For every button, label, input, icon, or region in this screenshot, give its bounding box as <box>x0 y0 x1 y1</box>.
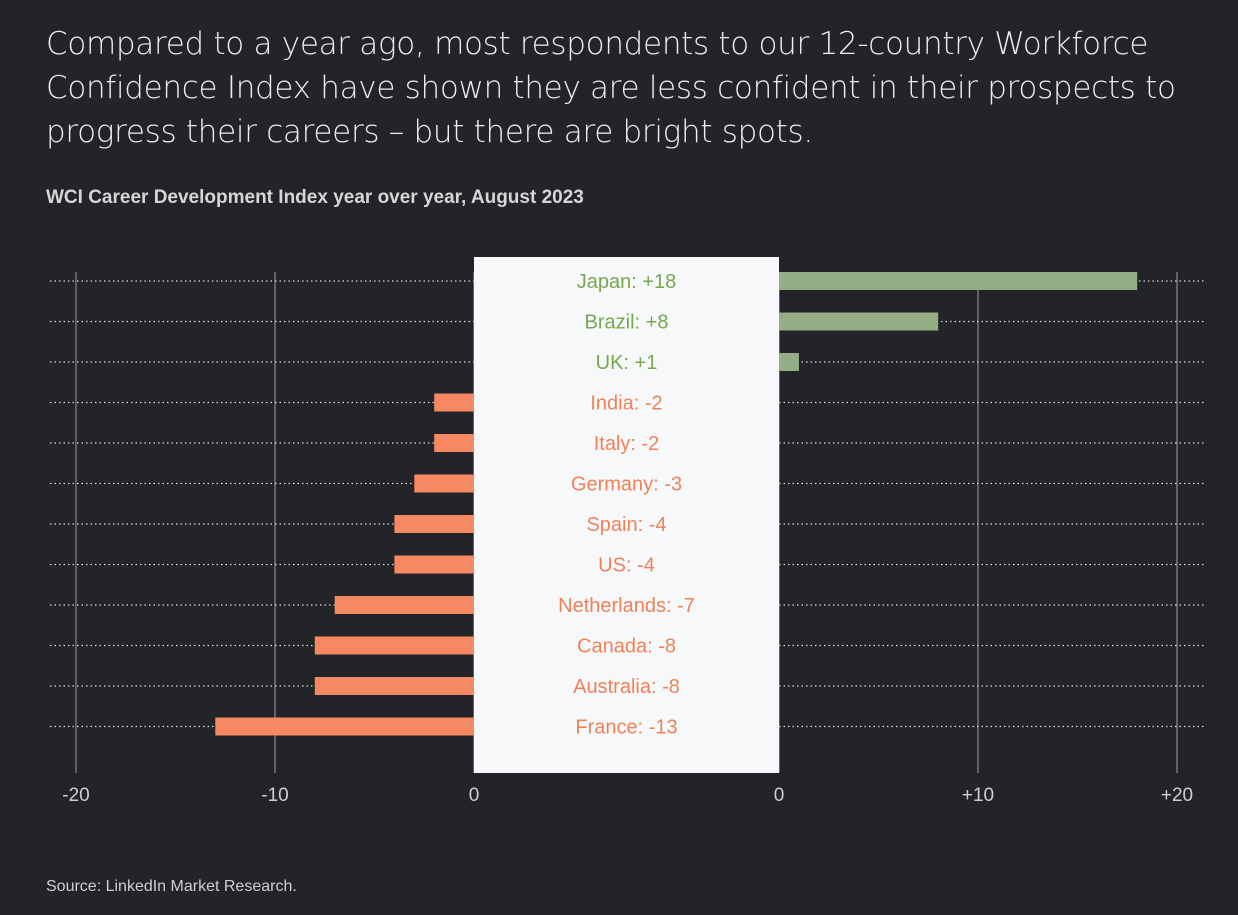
bar-label-japan: Japan: +18 <box>577 271 677 293</box>
bar-italy <box>434 434 474 452</box>
bar-label-brazil: Brazil: +8 <box>585 312 669 334</box>
bar-label-uk: UK: +1 <box>596 352 658 374</box>
bar-label-netherlands: Netherlands: -7 <box>558 595 695 617</box>
bar-india <box>434 393 474 412</box>
bar-uk <box>779 353 799 371</box>
bar-france <box>215 717 475 736</box>
bar-label-spain: Spain: -4 <box>586 514 666 536</box>
source-note: Source: LinkedIn Market Research. <box>46 878 297 895</box>
bar-label-italy: Italy: -2 <box>594 433 660 455</box>
bar-label-us: US: -4 <box>598 555 655 577</box>
center-label-panel <box>474 257 779 773</box>
bar-netherlands <box>334 596 474 614</box>
chart-headline: Compared to a year ago, most respondents… <box>46 26 1176 150</box>
axis-ticks: -20 -10 0 0 +10 +20 <box>62 785 1193 806</box>
bar-australia <box>314 677 474 695</box>
tick-label-pos: 0 <box>774 785 785 806</box>
tick-label-neg: -10 <box>261 785 288 806</box>
chart-title: WCI Career Development Index year over y… <box>46 187 584 208</box>
tick-label-neg: -20 <box>62 785 89 806</box>
bar-label-australia: Australia: -8 <box>573 676 680 698</box>
tick-label-pos: +10 <box>962 785 994 806</box>
tick-label-pos: +20 <box>1161 785 1193 806</box>
bar-japan <box>779 272 1138 290</box>
bar-germany <box>414 474 474 493</box>
tick-label-neg: 0 <box>469 785 480 806</box>
bar-label-france: France: -13 <box>575 717 677 739</box>
bar-brazil <box>779 312 939 331</box>
label-layer: Japan: +18 Brazil: +8 UK: +1 India: -2 Italy… <box>558 271 695 739</box>
bar-label-germany: Germany: -3 <box>571 474 682 496</box>
bar-us <box>394 555 474 574</box>
bar-label-canada: Canada: -8 <box>577 636 676 658</box>
bar-label-india: India: -2 <box>590 393 662 415</box>
bar-layer <box>215 272 1138 736</box>
bar-canada <box>314 636 474 655</box>
bar-spain <box>394 515 474 533</box>
